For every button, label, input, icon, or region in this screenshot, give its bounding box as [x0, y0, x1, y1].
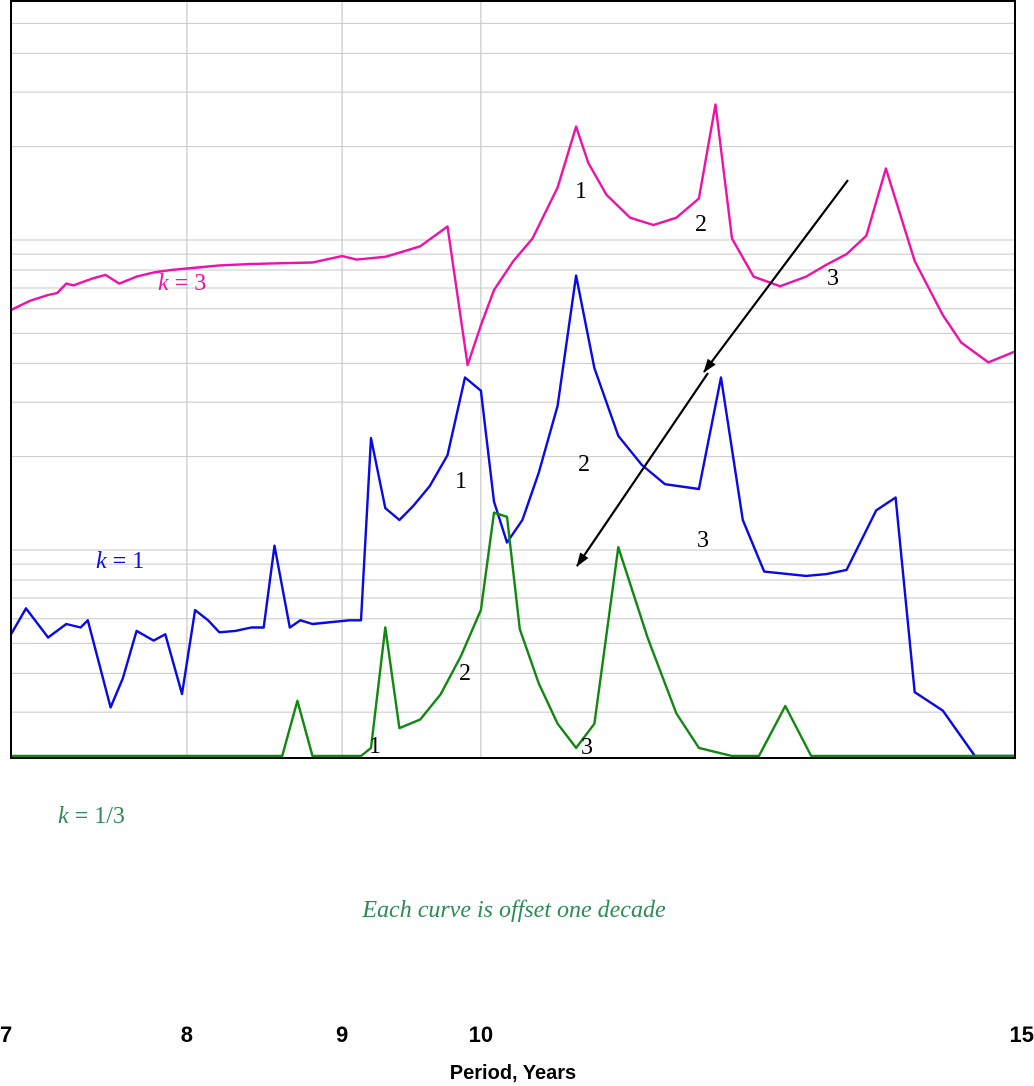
plot-frame: [10, 0, 1016, 759]
label-k1: k = 1: [96, 548, 144, 574]
peak-label-k13-3: 3: [581, 734, 593, 760]
peak-label-k1-1: 1: [455, 468, 467, 494]
series-line: [9, 274, 1015, 758]
grid-lines: [11, 1, 1015, 758]
peak-label-k1-3: 3: [697, 527, 709, 553]
series-line: [11, 511, 1015, 758]
peak-label-k3-2: 2: [695, 211, 707, 237]
series-line: [10, 103, 1016, 367]
peak-label-k3-1: 1: [575, 178, 587, 204]
label-k13: k = 1/3: [58, 803, 125, 829]
x-axis-label: Period, Years: [450, 1062, 576, 1084]
arrow-k3-to-k1: [703, 179, 849, 373]
peak-label-k13-1: 1: [369, 733, 381, 759]
label-k3: k = 3: [158, 270, 206, 296]
offset-note: Each curve is offset one decade: [361, 897, 666, 923]
x-tick-label: 15: [1010, 1022, 1034, 1047]
x-tick-label: 9: [336, 1022, 348, 1047]
x-tick-labels: 7 8 9 10 15: [0, 1022, 1034, 1047]
peak-label-k13-2: 2: [459, 660, 471, 686]
series-layer: [9, 103, 1016, 758]
peak-label-k1-2: 2: [578, 451, 590, 477]
x-tick-label: 7: [0, 1022, 12, 1047]
arrow-k1-to-k13: [576, 372, 709, 567]
x-tick-label: 8: [181, 1022, 193, 1047]
peak-label-k3-3: 3: [827, 265, 839, 291]
x-tick-label: 10: [469, 1022, 493, 1047]
